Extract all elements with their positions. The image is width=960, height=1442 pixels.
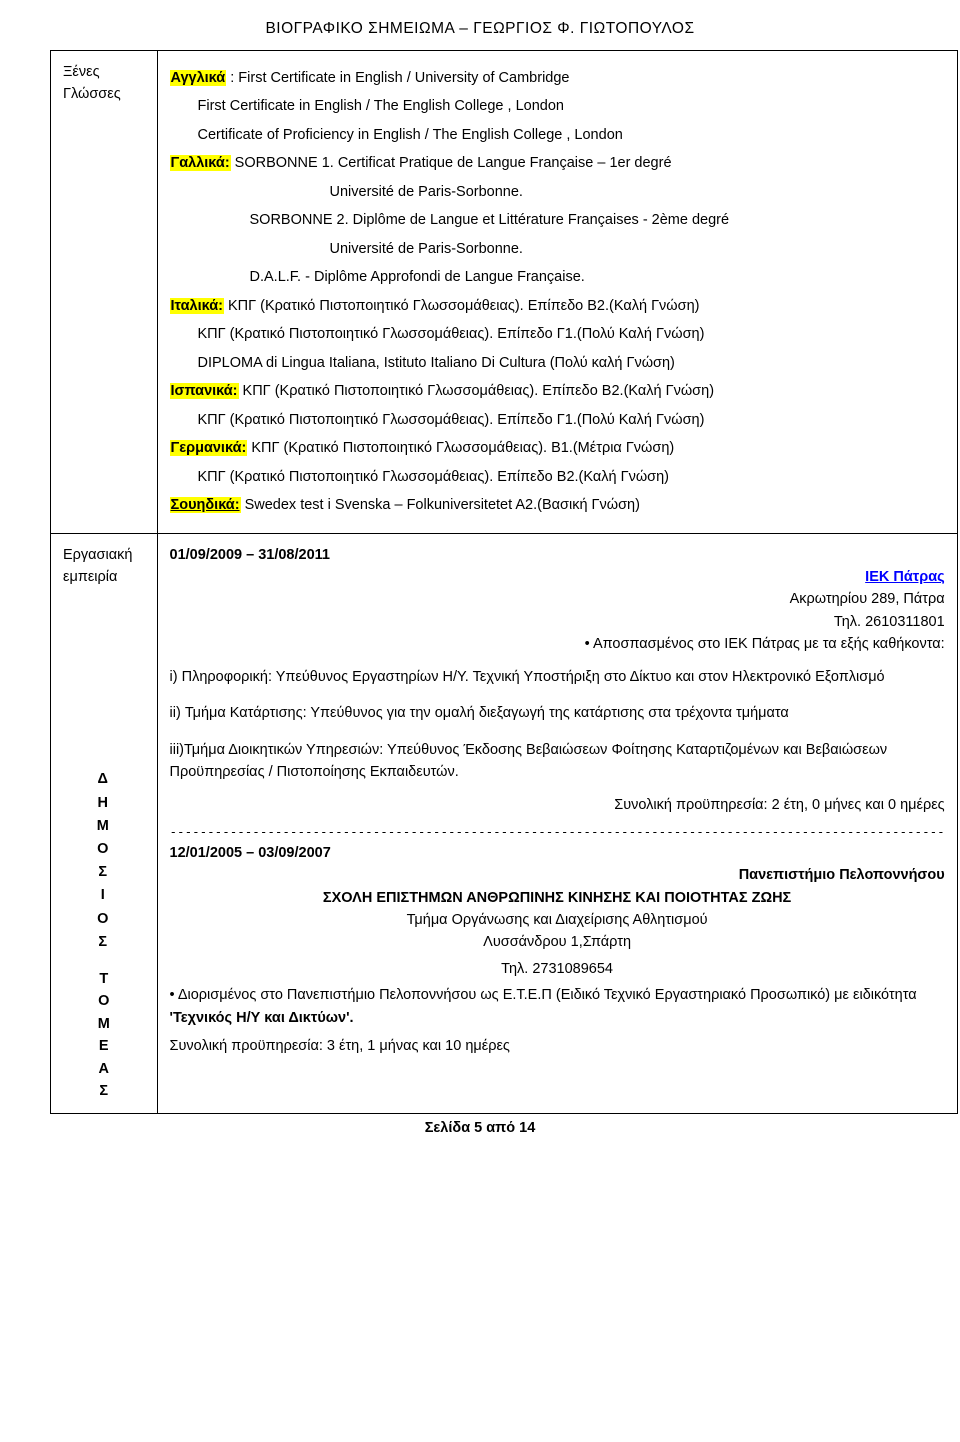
v1-0: Δ xyxy=(63,768,145,791)
experience-label-b: εμπειρία xyxy=(63,569,117,585)
v1-5: Ι xyxy=(63,884,145,907)
v1-2: Μ xyxy=(63,815,145,838)
job1-tel: Τηλ. 2610311801 xyxy=(834,614,945,630)
job2-bullet-pre: • Διορισμένος στο Πανεπιστήμιο Πελοποννή… xyxy=(170,987,917,1003)
cell-experience-label: Εργασιακή εμπειρία Δ Η Μ Ο Σ Ι Ο Σ Τ Ο xyxy=(51,533,158,1113)
italian-label: Ιταλικά: xyxy=(170,298,224,314)
v2-1: Ο xyxy=(63,990,145,1012)
job1-total: Συνολική προϋπηρεσία: 2 έτη, 0 μήνες και… xyxy=(170,794,945,816)
swedish-label: Σουηδικά: xyxy=(170,497,241,513)
row-experience: Εργασιακή εμπειρία Δ Η Μ Ο Σ Ι Ο Σ Τ Ο xyxy=(51,533,958,1113)
page-footer: Σελίδα 5 από 14 xyxy=(50,1120,910,1136)
english-label: Αγγλικά xyxy=(170,70,227,86)
row-languages: Ξένες Γλώσσες Αγγλικά : First Certificat… xyxy=(51,51,958,534)
v2-2: Μ xyxy=(63,1013,145,1035)
vertical-label-1: Δ Η Μ Ο Σ Ι Ο Σ xyxy=(63,768,145,954)
v2-5: Σ xyxy=(63,1080,145,1102)
v1-1: Η xyxy=(63,792,145,815)
job2-dates: 12/01/2005 – 03/09/2007 xyxy=(170,842,945,864)
english-block: Αγγλικά : First Certificate in English /… xyxy=(170,67,945,89)
job1-i: i) Πληροφορική: Υπεύθυνος Εργαστηρίων Η/… xyxy=(170,666,945,688)
job1-header-block: ΙΕΚ Πάτρας Ακρωτηρίου 289, Πάτρα Τηλ. 26… xyxy=(170,566,945,656)
v2-3: Ε xyxy=(63,1035,145,1057)
cv-table: Ξένες Γλώσσες Αγγλικά : First Certificat… xyxy=(50,50,958,1114)
german-block: Γερμανικά: ΚΠΓ (Κρατικό Πιστοποιητικό Γλ… xyxy=(170,437,945,459)
job2-total: Συνολική προϋπηρεσία: 3 έτη, 1 μήνας και… xyxy=(170,1035,945,1057)
spanish-text2: ΚΠΓ (Κρατικό Πιστοποιητικό Γλωσσομάθειας… xyxy=(170,409,945,431)
job1-bullet: • Αποσπασμένος στο ΙΕΚ Πάτρας με τα εξής… xyxy=(585,636,945,652)
french-text2: Université de Paris-Sorbonne. xyxy=(170,181,945,203)
swedish-text1: Swedex test i Svenska – Folkuniversitete… xyxy=(241,497,640,513)
job2-addr: Λυσσάνδρου 1,Σπάρτη xyxy=(170,931,945,953)
v1-3: Ο xyxy=(63,838,145,861)
job2-bullet-bold: 'Τεχνικός Η/Υ και Δικτύων'. xyxy=(170,1010,354,1026)
italian-text2: ΚΠΓ (Κρατικό Πιστοποιητικό Γλωσσομάθειας… xyxy=(170,323,945,345)
v1-6: Ο xyxy=(63,908,145,931)
job2-bullet: • Διορισμένος στο Πανεπιστήμιο Πελοποννή… xyxy=(170,984,945,1029)
cell-languages-label: Ξένες Γλώσσες xyxy=(51,51,158,534)
v1-7: Σ xyxy=(63,931,145,954)
v2-4: Α xyxy=(63,1058,145,1080)
spanish-label: Ισπανικά: xyxy=(170,383,239,399)
divider: ----------------------------------------… xyxy=(170,822,945,841)
italian-text1: ΚΠΓ (Κρατικό Πιστοποιητικό Γλωσσομάθειας… xyxy=(224,298,700,314)
french-text3: SORBONNE 2. Diplôme de Langue et Littéra… xyxy=(170,209,945,231)
experience-label-a: Εργασιακή xyxy=(63,547,132,563)
cell-experience-content: 01/09/2009 – 31/08/2011 ΙΕΚ Πάτρας Ακρωτ… xyxy=(157,533,957,1113)
cell-languages-content: Αγγλικά : First Certificate in English /… xyxy=(157,51,957,534)
spanish-block: Ισπανικά: ΚΠΓ (Κρατικό Πιστοποιητικό Γλω… xyxy=(170,380,945,402)
english-line1: : First Certificate in English / Univers… xyxy=(226,70,569,86)
job1-addr: Ακρωτηρίου 289, Πάτρα xyxy=(790,591,945,607)
job1-org-link[interactable]: ΙΕΚ Πάτρας xyxy=(865,569,944,585)
french-text1: SORBONNE 1. Certificat Pratique de Langu… xyxy=(231,155,672,171)
job2-org: Πανεπιστήμιο Πελοποννήσου xyxy=(170,864,945,886)
french-label: Γαλλικά: xyxy=(170,155,231,171)
swedish-block: Σουηδικά: Swedex test i Svenska – Folkun… xyxy=(170,494,945,516)
english-line2: First Certificate in English / The Engli… xyxy=(170,95,945,117)
italian-block: Ιταλικά: ΚΠΓ (Κρατικό Πιστοποιητικό Γλωσ… xyxy=(170,295,945,317)
job1-ii: ii) Τμήμα Κατάρτισης: Υπεύθυνος για την … xyxy=(170,702,945,724)
job2-school: ΣΧΟΛΗ ΕΠΙΣΤΗΜΩΝ ΑΝΘΡΩΠΙΝΗΣ ΚΙΝΗΣΗΣ ΚΑΙ Π… xyxy=(170,887,945,909)
spanish-text1: ΚΠΓ (Κρατικό Πιστοποιητικό Γλωσσομάθειας… xyxy=(239,383,715,399)
job2-tel: Τηλ. 2731089654 xyxy=(170,958,945,980)
german-label: Γερμανικά: xyxy=(170,440,248,456)
experience-label: Εργασιακή εμπειρία xyxy=(63,544,145,589)
german-text2: ΚΠΓ (Κρατικό Πιστοποιητικό Γλωσσομάθειας… xyxy=(170,466,945,488)
v2-0: Τ xyxy=(63,968,145,990)
languages-label: Ξένες Γλώσσες xyxy=(63,64,121,102)
english-line3: Certificate of Proficiency in English / … xyxy=(170,124,945,146)
german-text1: ΚΠΓ (Κρατικό Πιστοποιητικό Γλωσσομάθειας… xyxy=(247,440,674,456)
job1-iii: iii)Τμήμα Διοικητικών Υπηρεσιών: Υπεύθυν… xyxy=(170,739,945,784)
french-text5: D.A.L.F. - Diplôme Approfondi de Langue … xyxy=(170,266,945,288)
document-header: ΒΙΟΓΡΑΦΙΚΟ ΣΗΜΕΙΩΜΑ – ΓΕΩΡΓΙΟΣ Φ. ΓΙΩΤΟΠ… xyxy=(50,20,910,38)
page: ΒΙΟΓΡΑΦΙΚΟ ΣΗΜΕΙΩΜΑ – ΓΕΩΡΓΙΟΣ Φ. ΓΙΩΤΟΠ… xyxy=(0,0,960,1176)
italian-text3: DIPLOMA di Lingua Italiana, Istituto Ita… xyxy=(170,352,945,374)
v1-4: Σ xyxy=(63,861,145,884)
job2-dept: Τμήμα Οργάνωσης και Διαχείρισης Αθλητισμ… xyxy=(170,909,945,931)
vertical-label-2: Τ Ο Μ Ε Α Σ xyxy=(63,968,145,1103)
french-block: Γαλλικά: SORBONNE 1. Certificat Pratique… xyxy=(170,152,945,174)
job1-dates: 01/09/2009 – 31/08/2011 xyxy=(170,544,945,566)
french-text4: Université de Paris-Sorbonne. xyxy=(170,238,945,260)
